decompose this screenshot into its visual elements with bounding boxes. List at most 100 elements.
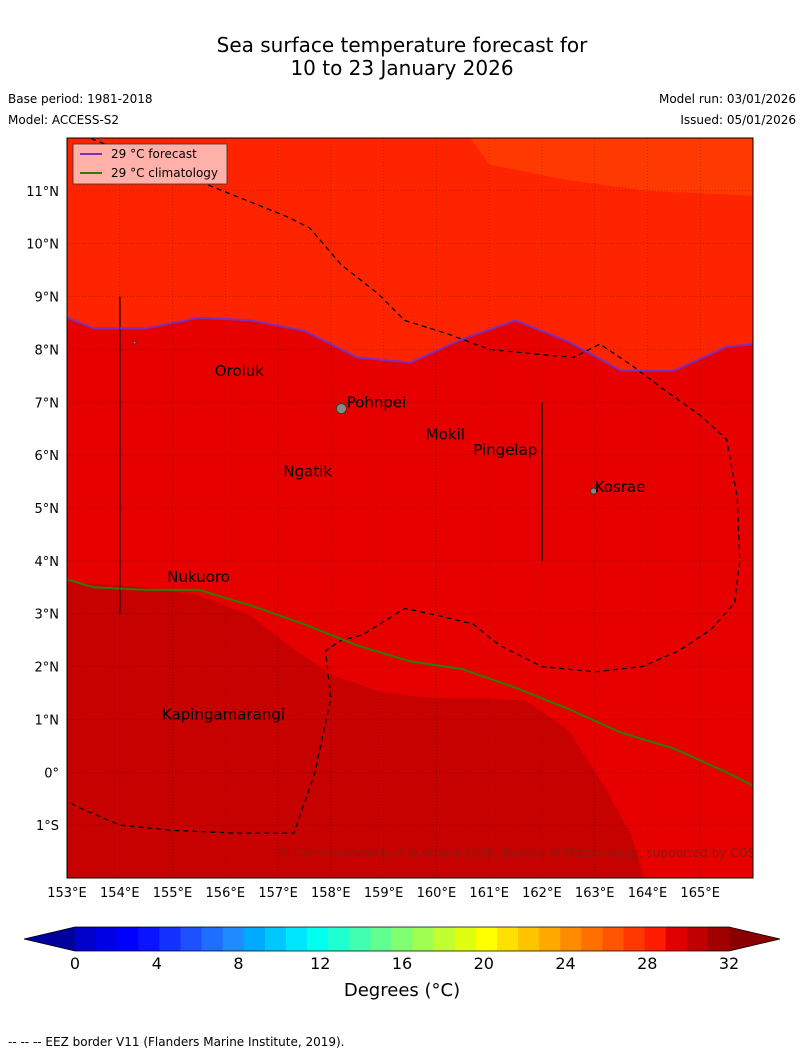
colorbar-segment: [370, 927, 392, 951]
lat-tick-label: 0°: [44, 766, 59, 781]
colorbar-segment: [454, 927, 477, 951]
colorbar-tick-label: 12: [310, 954, 330, 973]
colorbar-tick-label: 24: [555, 954, 575, 973]
lon-tick-label: 155°E: [153, 886, 193, 901]
lon-tick-label: 153°E: [47, 886, 87, 901]
copyright-notice: © Commonwealth of Australia 2026, Bureau…: [278, 846, 783, 860]
lat-tick-label: 3°N: [35, 608, 60, 623]
colorbar-min-arrow: [24, 927, 75, 951]
eez-border: [67, 138, 741, 834]
colorbar-segment: [581, 927, 603, 951]
colorbar-segment: [243, 927, 266, 951]
colorbar: [23, 926, 781, 952]
colorbar-segment: [328, 927, 350, 951]
colorbar-tick-label: 28: [637, 954, 657, 973]
eez-footnote: -- -- -- EEZ border V11 (Flanders Marine…: [8, 1035, 345, 1049]
band-30-31: [67, 582, 645, 878]
colorbar-tick-label: 20: [474, 954, 494, 973]
lat-tick-label: 2°N: [35, 661, 60, 676]
lon-tick-label: 164°E: [628, 886, 668, 901]
colorbar-segment: [496, 927, 519, 951]
colorbar-tick-labels: 0 4 8 12 16 20 24 28 32: [70, 954, 739, 973]
eez-segment-0: [67, 138, 741, 834]
latitude-tick-labels: 1°S 0° 1°N 2°N 3°N 4°N 5°N 6°N 7°N 8°N 9°N 10°N 11°N: [26, 185, 59, 834]
colorbar-segment: [412, 927, 435, 951]
meridian-bars: [119, 296, 543, 614]
colorbar-segment: [264, 927, 287, 951]
lon-tick-label: 158°E: [311, 886, 351, 901]
colorbar-tick-label: 16: [392, 954, 412, 973]
lon-tick-label: 163°E: [575, 886, 615, 901]
colorbar-segment: [201, 927, 224, 951]
colorbar-segment: [391, 927, 414, 951]
colorbar-segment: [686, 927, 709, 951]
colorbar-tick-label: 0: [70, 954, 80, 973]
colorbar-segment: [159, 927, 181, 951]
lon-tick-label: 162°E: [522, 886, 562, 901]
colorbar-label: Degrees (°C): [343, 980, 461, 1001]
place-label-kosrae: Kosrae: [595, 478, 646, 496]
place-label-mokil: Mokil: [426, 425, 465, 443]
legend-box: [72, 143, 228, 185]
climatology-29c-line: [67, 578, 753, 787]
place-label-oroluk: Oroluk: [215, 362, 264, 380]
colorbar-segment: [707, 927, 730, 951]
band-upper-right: [470, 138, 753, 196]
lat-tick-label: 5°N: [35, 502, 60, 517]
colorbar-tick-label: 4: [152, 954, 162, 973]
colorbar-segment: [665, 927, 688, 951]
colorbar-tick-label: 8: [233, 954, 243, 973]
place-label-pingelap: Pingelap: [473, 441, 537, 459]
colorbar-tick-label: 32: [719, 954, 739, 973]
lat-tick-label: 7°N: [35, 396, 60, 411]
colorbar-segment: [560, 927, 582, 951]
lat-tick-label: 8°N: [35, 343, 60, 358]
colorbar-outline: [23, 926, 781, 952]
island-kosrae: [590, 487, 598, 495]
legend-climatology-label: 29 °C climatology: [111, 166, 218, 180]
lon-tick-label: 157°E: [258, 886, 298, 901]
place-label-kapingamarangi: Kapingamarangi: [162, 705, 285, 723]
base-period: Base period: 1981-2018: [8, 92, 153, 106]
lat-tick-label: 1°N: [35, 713, 60, 728]
lon-tick-label: 160°E: [417, 886, 457, 901]
legend-forecast-label: 29 °C forecast: [111, 147, 197, 161]
model-name: Model: ACCESS-S2: [8, 113, 120, 127]
colorbar-segment: [307, 927, 329, 951]
islands: [132, 340, 598, 495]
lon-tick-label: 154°E: [100, 886, 140, 901]
colorbar-max-arrow: [729, 927, 780, 951]
colorbar-segment: [644, 927, 667, 951]
lat-tick-label: 11°N: [26, 185, 59, 200]
lon-tick-label: 161°E: [469, 886, 509, 901]
chart-title-line2: 10 to 23 January 2026: [290, 56, 514, 80]
colorbar-segment: [623, 927, 646, 951]
graticule: [67, 138, 753, 878]
colorbar-segment: [117, 927, 139, 951]
lon-tick-label: 159°E: [364, 886, 404, 901]
lon-tick-label: 156°E: [206, 886, 246, 901]
colorbar-segment: [285, 927, 308, 951]
colorbar-segment: [96, 927, 118, 951]
colorbar-segment: [349, 927, 371, 951]
longitude-tick-labels: 153°E 154°E 155°E 156°E 157°E 158°E 159°E 160°E…: [47, 886, 720, 901]
place-label-pohnpei: Pohnpei: [347, 394, 407, 412]
colorbar-segment: [518, 927, 540, 951]
lat-tick-label: 6°N: [35, 449, 60, 464]
model-run: Model run: 03/01/2026: [658, 92, 796, 106]
lat-tick-label: 1°S: [36, 819, 59, 834]
colorbar-segment: [433, 927, 456, 951]
colorbar-segment: [75, 927, 97, 951]
lat-tick-label: 4°N: [35, 555, 60, 570]
colorbar-segment: [539, 927, 561, 951]
chart-title-line1: Sea surface temperature forecast for: [216, 33, 588, 57]
lat-tick-label: 9°N: [35, 291, 60, 306]
colorbar-segment: [180, 927, 203, 951]
map-frame: [66, 137, 754, 879]
lat-tick-label: 10°N: [26, 238, 59, 253]
colorbar-segment: [475, 927, 498, 951]
place-label-ngatik: Ngatik: [283, 462, 332, 480]
place-labels: Oroluk Pohnpei Mokil Pingelap Ngatik Kosrae Nu…: [162, 362, 645, 724]
issued-date: Issued: 05/01/2026: [680, 113, 796, 127]
